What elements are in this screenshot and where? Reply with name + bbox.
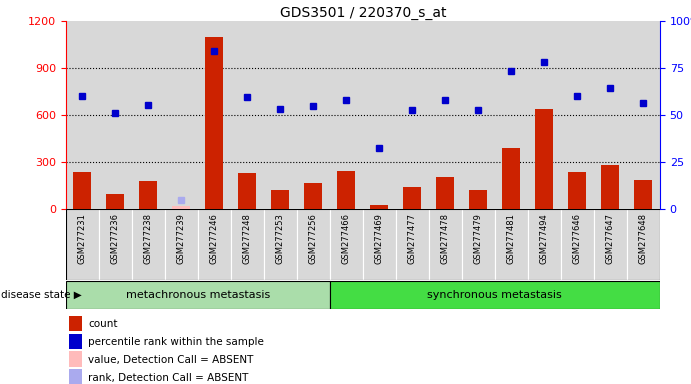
Bar: [164, 209, 198, 280]
Text: GSM277248: GSM277248: [243, 213, 252, 264]
Bar: [68, 351, 82, 367]
Bar: [502, 148, 520, 209]
Bar: [172, 206, 190, 209]
Text: GSM277478: GSM277478: [441, 213, 450, 264]
Bar: [271, 190, 290, 209]
Bar: [66, 21, 99, 209]
Text: GSM277469: GSM277469: [375, 213, 384, 264]
Text: rank, Detection Call = ABSENT: rank, Detection Call = ABSENT: [88, 372, 249, 382]
Text: GSM277648: GSM277648: [639, 213, 648, 264]
Bar: [304, 183, 322, 209]
Bar: [396, 209, 429, 280]
Bar: [528, 209, 561, 280]
Bar: [627, 21, 660, 209]
Bar: [396, 21, 429, 209]
Text: GSM277246: GSM277246: [209, 213, 219, 264]
Bar: [495, 21, 528, 209]
Bar: [330, 281, 660, 309]
Bar: [73, 172, 91, 209]
Bar: [164, 21, 198, 209]
Bar: [627, 209, 660, 280]
Bar: [198, 209, 231, 280]
Bar: [106, 194, 124, 209]
Bar: [68, 369, 82, 384]
Text: synchronous metastasis: synchronous metastasis: [428, 290, 562, 300]
Bar: [404, 187, 422, 209]
Bar: [330, 21, 363, 209]
Text: GSM277481: GSM277481: [507, 213, 516, 264]
Bar: [363, 209, 396, 280]
Bar: [536, 109, 553, 209]
Text: GSM277238: GSM277238: [144, 213, 153, 264]
Bar: [469, 190, 487, 209]
Bar: [495, 209, 528, 280]
Bar: [601, 166, 619, 209]
Text: GSM277647: GSM277647: [606, 213, 615, 264]
Text: GSM277479: GSM277479: [474, 213, 483, 264]
Text: value, Detection Call = ABSENT: value, Detection Call = ABSENT: [88, 355, 254, 365]
Bar: [264, 21, 296, 209]
Bar: [198, 21, 231, 209]
Bar: [370, 205, 388, 209]
Bar: [594, 21, 627, 209]
Text: count: count: [88, 319, 117, 329]
Text: metachronous metastasis: metachronous metastasis: [126, 290, 269, 300]
Bar: [231, 21, 264, 209]
Bar: [568, 172, 587, 209]
Text: GSM277477: GSM277477: [408, 213, 417, 264]
Bar: [264, 209, 296, 280]
Bar: [296, 209, 330, 280]
Bar: [66, 209, 99, 280]
Bar: [337, 171, 355, 209]
Bar: [99, 209, 132, 280]
Bar: [462, 209, 495, 280]
Bar: [429, 209, 462, 280]
Text: GSM277231: GSM277231: [77, 213, 86, 264]
Bar: [330, 209, 363, 280]
Bar: [68, 334, 82, 349]
Bar: [296, 21, 330, 209]
Bar: [436, 177, 455, 209]
Text: GSM277236: GSM277236: [111, 213, 120, 264]
Bar: [462, 21, 495, 209]
Bar: [561, 209, 594, 280]
Bar: [429, 21, 462, 209]
Text: GSM277253: GSM277253: [276, 213, 285, 264]
Bar: [594, 209, 627, 280]
Bar: [68, 316, 82, 331]
Text: GSM277646: GSM277646: [573, 213, 582, 264]
Bar: [99, 21, 132, 209]
Bar: [363, 21, 396, 209]
Bar: [561, 21, 594, 209]
Bar: [205, 37, 223, 209]
Bar: [139, 181, 158, 209]
Bar: [132, 21, 164, 209]
Title: GDS3501 / 220370_s_at: GDS3501 / 220370_s_at: [280, 6, 446, 20]
Bar: [528, 21, 561, 209]
Bar: [634, 180, 652, 209]
Text: percentile rank within the sample: percentile rank within the sample: [88, 337, 264, 347]
Text: GSM277466: GSM277466: [342, 213, 351, 264]
Text: disease state ▶: disease state ▶: [1, 290, 82, 300]
Text: GSM277256: GSM277256: [309, 213, 318, 264]
Text: GSM277239: GSM277239: [177, 213, 186, 264]
Bar: [231, 209, 264, 280]
Bar: [132, 209, 164, 280]
Bar: [66, 281, 330, 309]
Text: GSM277494: GSM277494: [540, 213, 549, 263]
Bar: [238, 173, 256, 209]
